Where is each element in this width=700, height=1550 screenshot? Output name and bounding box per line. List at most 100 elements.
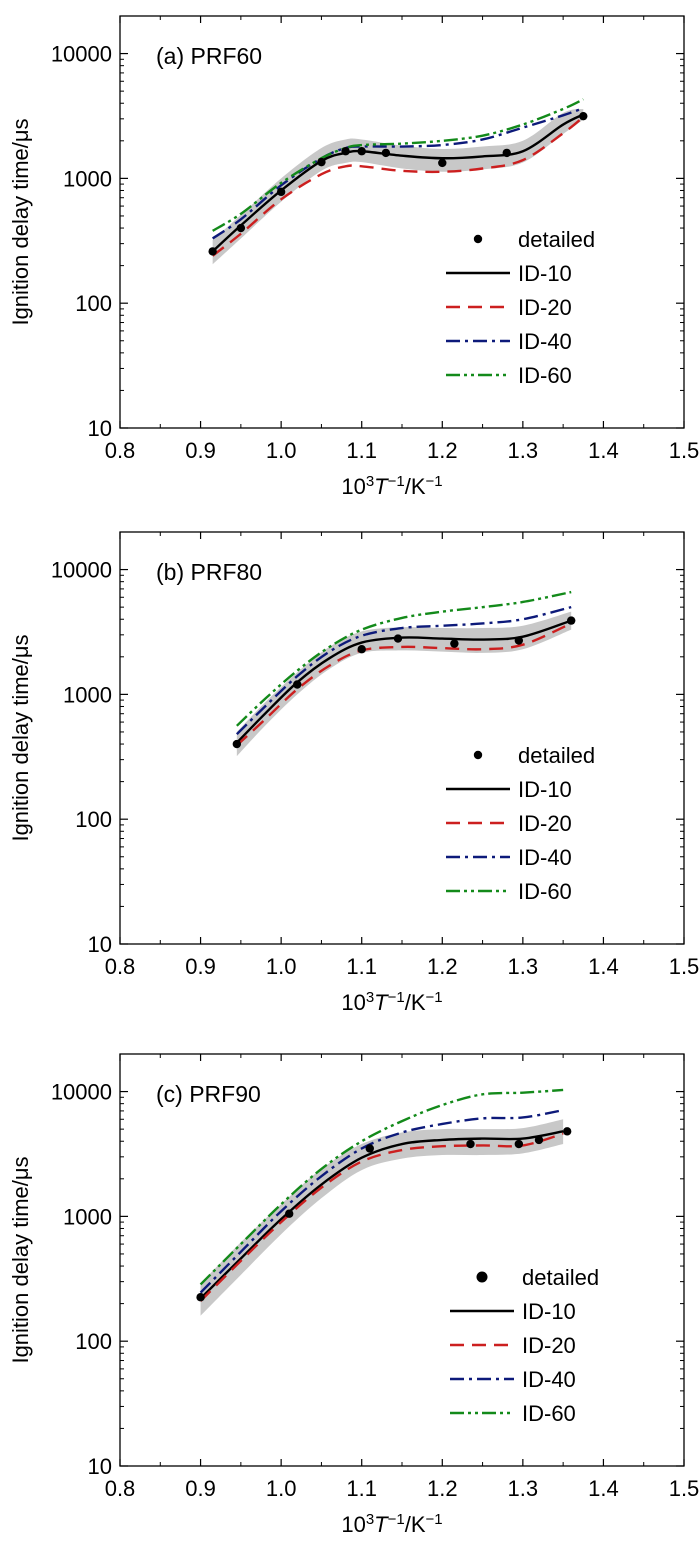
- legend-label: ID-60: [522, 1401, 576, 1426]
- detailed-point: [393, 634, 403, 643]
- plot-frame: [119, 531, 685, 945]
- legend-label: ID-20: [518, 295, 572, 320]
- plot-frame: [119, 15, 685, 429]
- detailed-point: [357, 645, 366, 654]
- x-tick-label: 0.9: [185, 438, 216, 463]
- detailed-point: [293, 680, 302, 689]
- x-tick-label: 1.1: [346, 1476, 377, 1501]
- detailed-point: [514, 1139, 524, 1149]
- y-tick-label: 100: [75, 1329, 112, 1354]
- x-axis-label-sup3: −1: [426, 1511, 443, 1528]
- x-tick-label: 1.1: [346, 438, 377, 463]
- chart-panel-1: 0.8 0.9 1.0 1.1 1.2 1.3 1.4 1.5 10 100 1000 10000 (a…: [8, 15, 700, 499]
- y-tick-label: 10000: [51, 42, 112, 67]
- y-axis-label: Ignition delay time/μs: [8, 634, 33, 841]
- plot-frame: [119, 1053, 685, 1467]
- legend: detailed ID-10 ID-20 ID-40 ID-60: [450, 1265, 599, 1426]
- y-tick-label: 10: [88, 416, 112, 441]
- panel-label: (a) PRF60: [156, 43, 262, 69]
- detailed-point: [285, 1209, 294, 1218]
- detailed-point: [466, 1139, 475, 1149]
- x-axis-label-sup2: −1: [388, 473, 405, 490]
- y-tick-label: 1000: [63, 166, 112, 191]
- x-tick-label: 1.2: [427, 438, 458, 463]
- x-axis-label-sup1: 3: [366, 473, 374, 490]
- legend-label: detailed: [518, 743, 595, 768]
- x-tick-label: 1.4: [588, 438, 619, 463]
- x-axis-label-sup1: 3: [366, 1511, 374, 1528]
- y-tick-label: 1000: [63, 1204, 112, 1229]
- legend-marker-detailed: [473, 750, 483, 760]
- x-tick-label: 1.5: [669, 438, 700, 463]
- panel-label: (c) PRF90: [156, 1081, 261, 1107]
- series-line-id-20: [199, 1132, 564, 1302]
- x-tick-label: 1.4: [588, 1476, 619, 1501]
- x-axis-label-sup3: −1: [426, 989, 443, 1006]
- y-tick-label: 1000: [63, 682, 112, 707]
- chart-panel-3: 0.8 0.9 1.0 1.1 1.2 1.3 1.4 1.5 10 100 1000 10000 (c…: [8, 1053, 699, 1538]
- x-axis-label-unit: /K: [405, 990, 426, 1015]
- legend-label: ID-40: [522, 1367, 576, 1392]
- x-tick-label: 1.3: [508, 954, 539, 979]
- x-axis-label-prefix: 10: [341, 990, 365, 1015]
- y-tick-label: 10000: [51, 1080, 112, 1105]
- x-tick-label: 0.8: [105, 438, 136, 463]
- detailed-point: [196, 1293, 205, 1302]
- legend-label: detailed: [518, 227, 595, 252]
- x-tick-label: 1.5: [669, 954, 700, 979]
- series-line-id-60: [236, 590, 572, 727]
- x-tick-label: 0.9: [185, 954, 216, 979]
- detailed-point: [567, 616, 576, 625]
- detailed-point: [450, 639, 459, 648]
- x-axis-label-sup2: −1: [388, 1511, 405, 1528]
- legend-label: ID-40: [518, 329, 572, 354]
- series-line-id-10: [235, 619, 572, 744]
- series-line-id-10: [199, 1130, 564, 1300]
- detailed-point: [276, 187, 286, 197]
- chart-panel-2: 0.8 0.9 1.0 1.1 1.2 1.3 1.4 1.5 10 100 1000 10000 (b…: [8, 531, 700, 1015]
- x-tick-label: 1.0: [266, 954, 297, 979]
- legend-label: detailed: [522, 1265, 599, 1290]
- x-axis-label-T: T: [374, 474, 389, 499]
- series-line-id-40: [211, 107, 584, 240]
- legend: detailed ID-10 ID-20 ID-40 ID-60: [446, 743, 595, 904]
- series-line-id-20: [236, 622, 572, 747]
- legend-label: ID-10: [518, 777, 572, 802]
- detailed-point: [365, 1144, 374, 1153]
- uncertainty-band: [212, 108, 584, 265]
- y-axis-label: Ignition delay time/μs: [8, 1156, 33, 1363]
- x-tick-label: 1.4: [588, 954, 619, 979]
- detailed-point: [579, 111, 588, 121]
- detailed-point: [208, 247, 217, 256]
- y-tick-label: 100: [75, 807, 112, 832]
- panel-label: (b) PRF80: [156, 559, 262, 585]
- x-tick-label: 1.1: [346, 954, 377, 979]
- y-axis-label: Ignition delay time/μs: [8, 118, 33, 325]
- x-axis-label-T: T: [374, 990, 389, 1015]
- x-axis-label-prefix: 10: [341, 1512, 365, 1537]
- x-tick-label: 1.3: [508, 438, 539, 463]
- y-tick-label: 10000: [51, 558, 112, 583]
- x-axis-label-sup1: 3: [366, 989, 374, 1006]
- uncertainty-band: [236, 611, 572, 757]
- legend-marker-detailed: [476, 1271, 488, 1283]
- legend: detailed ID-10 ID-20 ID-40 ID-60: [446, 227, 595, 388]
- y-tick-label: 10: [88, 1454, 112, 1479]
- x-axis-label: 103T−1/K−1: [341, 1511, 442, 1538]
- detailed-point: [562, 1127, 572, 1136]
- series-line-id-40: [199, 1108, 564, 1294]
- x-axis-label-unit: /K: [405, 474, 426, 499]
- detailed-point: [236, 223, 246, 233]
- legend-label: ID-40: [518, 845, 572, 870]
- series-line-id-60: [212, 98, 584, 232]
- x-tick-label: 1.3: [508, 1476, 539, 1501]
- legend-label: ID-60: [518, 879, 572, 904]
- legend-label: ID-60: [518, 363, 572, 388]
- x-axis-label-unit: /K: [405, 1512, 426, 1537]
- legend-label: ID-20: [522, 1333, 576, 1358]
- detailed-point: [381, 148, 391, 158]
- legend-label: ID-20: [518, 811, 572, 836]
- detailed-point: [514, 636, 524, 645]
- detailed-point: [534, 1135, 544, 1145]
